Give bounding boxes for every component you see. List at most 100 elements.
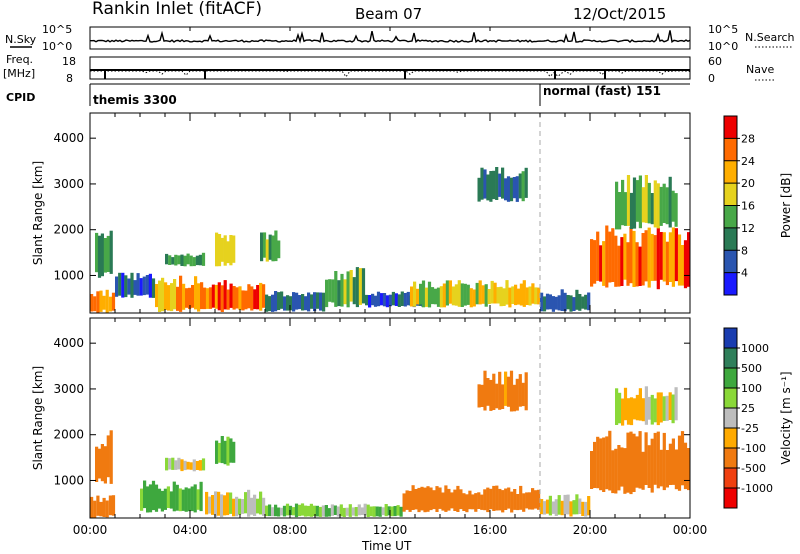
range-time-cell [656, 431, 660, 489]
range-time-cell [165, 457, 169, 471]
range-time-cell [424, 287, 429, 307]
range-time-cell [687, 448, 690, 491]
range-time-cell [448, 280, 452, 304]
range-time-cell [90, 294, 94, 312]
colorbar-swatch [724, 205, 737, 229]
range-time-cell [363, 503, 367, 516]
range-time-cell [183, 460, 187, 471]
range-time-cell [316, 292, 320, 309]
range-time-cell [504, 178, 508, 201]
range-time-cell [626, 242, 630, 286]
range-time-cell [167, 285, 171, 311]
range-time-cell [277, 240, 281, 259]
colorbar-swatch [724, 388, 737, 409]
range-time-cell [369, 506, 373, 517]
range-time-cell [171, 257, 175, 265]
range-time-cell [265, 294, 269, 312]
range-time-cell [593, 240, 597, 284]
range-time-cell [623, 192, 628, 226]
colorbar-tick-label: -25 [741, 422, 759, 435]
range-time-cell [387, 506, 391, 516]
range-time-cell [111, 495, 116, 516]
range-time-cell [348, 504, 352, 517]
range-time-cell [360, 507, 364, 515]
range-time-cell [381, 507, 385, 516]
range-time-cell [250, 497, 254, 515]
range-time-cell [384, 504, 388, 517]
range-time-cell [402, 493, 406, 512]
range-time-cell [662, 396, 666, 421]
range-time-cell [109, 230, 113, 274]
range-time-cell [283, 296, 287, 311]
range-time-cell [444, 485, 448, 512]
colorbar-swatch [724, 408, 737, 429]
beam-label: Beam 07 [355, 5, 422, 23]
range-time-cell [665, 241, 669, 286]
range-time-cell [519, 485, 523, 510]
range-time-cell [235, 496, 239, 517]
range-time-cell [575, 289, 579, 310]
range-time-cell [180, 459, 184, 472]
range-time-cell [650, 438, 654, 493]
data-regions [90, 370, 690, 518]
range-time-cell [629, 192, 634, 229]
range-time-cell [172, 481, 176, 512]
range-time-cell [599, 245, 603, 282]
range-time-cell [641, 451, 645, 490]
range-time-cell [659, 232, 663, 280]
range-time-cell [390, 506, 394, 517]
range-time-cell [498, 173, 502, 197]
range-time-cell [557, 295, 561, 311]
range-time-cell [163, 488, 167, 510]
range-time-cell [223, 495, 227, 516]
range-time-cell [226, 241, 230, 264]
range-time-cell [531, 283, 535, 304]
range-time-cell [545, 293, 550, 310]
colorbar-tick-label: -100 [741, 442, 766, 455]
range-time-cell [379, 293, 384, 306]
range-time-cell [154, 484, 159, 512]
range-time-cell [160, 490, 164, 512]
colorbar-swatch [724, 488, 737, 509]
range-time-cell [572, 297, 576, 311]
range-time-cell [629, 397, 634, 426]
range-time-cell [121, 272, 125, 298]
range-time-cell [259, 491, 263, 515]
range-time-cell [519, 283, 523, 306]
range-time-cell [203, 287, 207, 310]
range-time-cell [220, 285, 224, 312]
range-time-cell [136, 273, 140, 296]
colorbar-swatch [724, 448, 737, 469]
range-time-cell [108, 296, 112, 312]
range-time-cell [187, 488, 191, 512]
range-time-cell [195, 255, 199, 266]
range-time-cell [441, 492, 445, 511]
range-time-cell [90, 496, 94, 518]
range-time-cell [295, 292, 299, 310]
range-time-cell [247, 489, 251, 517]
range-time-cell [587, 292, 591, 311]
range-time-cell [211, 284, 215, 308]
range-time-cell [677, 435, 682, 491]
x-axis-label: Time UT [361, 539, 412, 553]
range-time-cell [143, 480, 147, 509]
range-time-cell [100, 444, 104, 482]
range-time-cell [587, 496, 591, 516]
range-time-cell [416, 288, 420, 305]
colorbar-tick-label: 4 [741, 267, 748, 280]
range-time-cell [475, 282, 479, 305]
range-time-cell [668, 232, 672, 282]
range-time-cell [220, 237, 224, 262]
range-time-cell [621, 179, 625, 226]
range-time-cell [201, 458, 206, 471]
range-time-cell [459, 489, 463, 510]
range-time-cell [608, 231, 612, 283]
range-time-cell [256, 498, 260, 514]
range-time-cell [241, 499, 245, 514]
range-time-cell [534, 287, 538, 305]
colorbar-tick-label: 1000 [741, 342, 769, 355]
cpid-label: CPID [6, 91, 35, 104]
colorbar-tick-label: -500 [741, 462, 766, 475]
colorbar-tick-label: 25 [741, 402, 755, 415]
range-time-cell [629, 226, 633, 284]
